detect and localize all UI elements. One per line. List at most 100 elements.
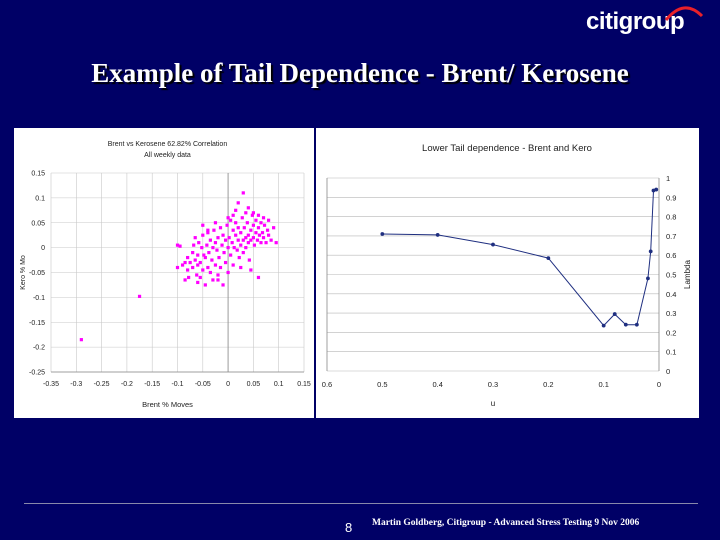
- data-point: [236, 238, 240, 242]
- data-point: [201, 223, 205, 227]
- data-point: [207, 251, 211, 255]
- data-point: [251, 211, 255, 215]
- page-number: 8: [345, 520, 353, 535]
- data-point: [239, 231, 243, 235]
- x-tick-label: 0: [226, 381, 230, 388]
- data-point: [206, 228, 210, 232]
- data-point: [232, 246, 236, 250]
- data-point: [213, 241, 218, 245]
- y-tick-label: 0.15: [31, 171, 45, 178]
- data-point: [269, 238, 273, 242]
- y-tick-label: 0.5: [666, 271, 676, 280]
- y-tick-label: 0.4: [666, 290, 676, 299]
- data-point: [261, 216, 266, 220]
- y-tick-label: 0.1: [666, 348, 676, 357]
- data-point: [205, 243, 209, 247]
- data-point: [246, 241, 250, 245]
- logo-arc-icon: [664, 6, 704, 21]
- scatter-chart-panel: Brent vs Kerosene 62.82% Correlation All …: [14, 128, 314, 418]
- slide-title: Example of Tail Dependence - Brent/ Kero…: [91, 58, 629, 88]
- x-tick-label: -0.3: [70, 381, 82, 388]
- data-point: [197, 241, 201, 245]
- tail-dependence-chart: Lower Tail dependence - Brent and Kero 1 0…: [322, 143, 692, 408]
- data-point: [200, 246, 204, 250]
- data-point: [216, 278, 220, 282]
- data-point: [260, 231, 265, 235]
- x-tick-label: 0.4: [432, 380, 442, 389]
- data-point: [216, 273, 220, 277]
- data-point: [218, 226, 223, 230]
- data-point: [254, 218, 258, 222]
- data-point: [491, 242, 495, 247]
- data-point: [245, 221, 249, 225]
- data-point: [646, 276, 650, 281]
- data-point: [239, 265, 243, 270]
- data-point: [186, 255, 190, 260]
- data-point: [236, 226, 240, 230]
- data-point: [229, 253, 233, 257]
- data-point: [217, 255, 221, 260]
- data-point: [380, 232, 385, 236]
- data-point: [239, 243, 243, 247]
- data-point: [193, 258, 197, 262]
- y-tick-label: 0.05: [31, 220, 45, 227]
- x-tick-label: -0.25: [94, 381, 110, 388]
- data-point: [254, 231, 258, 235]
- data-point: [215, 248, 219, 252]
- data-point: [195, 273, 199, 277]
- data-point: [246, 206, 250, 210]
- y-axis-label: Lambda: [683, 260, 692, 289]
- y-tick-label: -0.1: [33, 295, 45, 302]
- citigroup-logo: citigroup: [586, 8, 685, 35]
- y-tick-label: 0.6: [666, 251, 676, 260]
- data-point: [264, 241, 268, 245]
- data-point: [244, 236, 248, 240]
- data-point: [648, 249, 653, 254]
- data-point: [203, 255, 207, 260]
- y-tick-label: -0.2: [33, 345, 45, 352]
- data-point: [231, 213, 235, 217]
- data-point: [623, 322, 628, 327]
- data-point: [183, 260, 187, 265]
- data-point: [266, 218, 271, 222]
- y-tick-label: 0.2: [666, 328, 676, 337]
- data-point: [213, 263, 218, 267]
- data-point: [241, 191, 245, 195]
- data-point: [256, 226, 261, 230]
- data-point: [244, 246, 248, 250]
- data-point: [230, 241, 234, 245]
- data-point: [202, 253, 206, 257]
- data-point: [259, 221, 263, 225]
- data-point: [249, 238, 253, 242]
- data-point: [247, 258, 251, 262]
- data-point: [236, 201, 240, 205]
- data-point: [192, 243, 196, 247]
- data-point: [186, 268, 190, 272]
- y-tick-label: -0.05: [29, 270, 45, 277]
- data-point: [229, 218, 233, 222]
- data-point: [246, 233, 250, 237]
- data-point: [242, 226, 246, 230]
- data-point: [241, 238, 245, 242]
- tail-dependence-chart-panel: Lower Tail dependence - Brent and Kero 1 0…: [316, 128, 699, 418]
- x-tick-label: -0.1: [171, 381, 183, 388]
- data-point: [216, 236, 220, 240]
- x-tick-label: 0.15: [297, 381, 311, 388]
- data-point: [262, 223, 267, 227]
- x-tick-label: 0.3: [488, 380, 498, 389]
- top-bar: citigroup: [0, 0, 720, 42]
- y-axis-label: Kero % Mo: [20, 255, 27, 290]
- x-axis-label: Brent % Moves: [142, 400, 193, 409]
- data-point: [180, 263, 185, 267]
- lambda-line: [382, 189, 657, 327]
- data-point: [221, 283, 225, 287]
- data-point: [79, 338, 83, 342]
- data-point: [634, 322, 639, 327]
- data-point: [252, 243, 257, 247]
- data-point: [266, 233, 271, 237]
- data-point: [226, 216, 230, 220]
- y-tick-label: 0.8: [666, 213, 676, 222]
- data-point: [250, 213, 254, 217]
- data-point: [261, 236, 266, 240]
- data-point: [241, 251, 245, 255]
